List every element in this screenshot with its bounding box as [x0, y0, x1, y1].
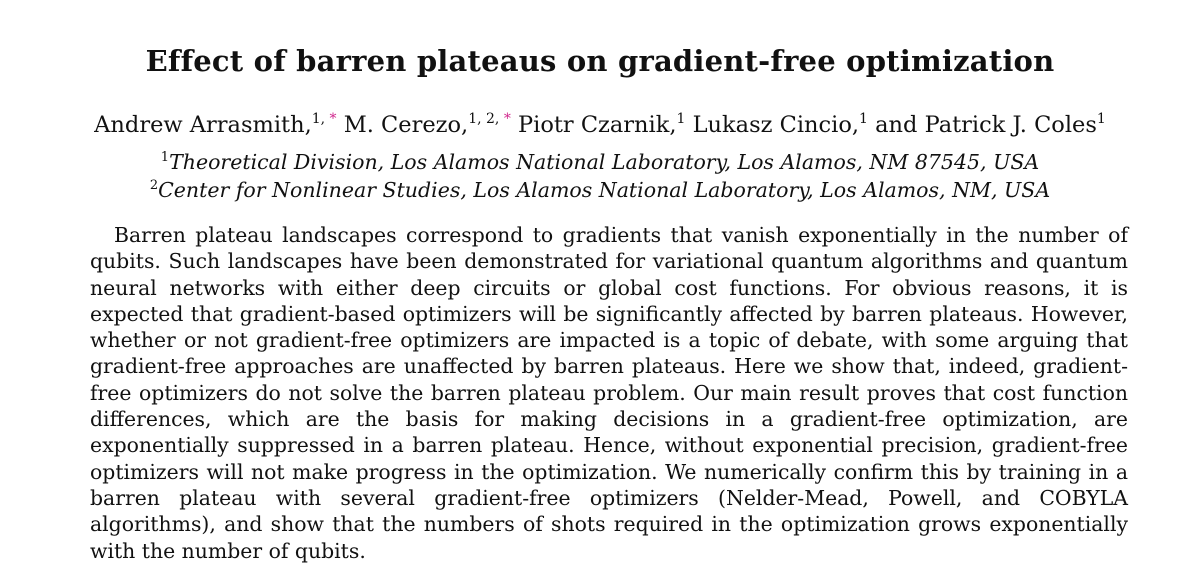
affiliation-1: 1Theoretical Division, Los Alamos Nation… [0, 150, 1200, 174]
author-name: Piotr Czarnik, [517, 112, 677, 138]
abstract: Barren plateau landscapes correspond to … [90, 223, 1128, 563]
author-affil-mark: 1 [1096, 111, 1106, 127]
corresponding-star: * [329, 111, 337, 127]
author: Lukasz Cincio,1 [693, 112, 868, 138]
affiliation-text: Theoretical Division, Los Alamos Nationa… [169, 150, 1040, 174]
paper-title: Effect of barren plateaus on gradient-fr… [145, 44, 1055, 78]
author-affil-mark: 1 [676, 111, 686, 127]
author: M. Cerezo,1, 2, * [344, 112, 511, 138]
author: Piotr Czarnik,1 [518, 112, 685, 138]
corresponding-star: * [503, 111, 511, 127]
author: Andrew Arrasmith,1, * [94, 112, 336, 138]
author-affil-mark: 1, [311, 111, 330, 127]
author-name: and Patrick J. Coles [875, 112, 1097, 138]
affiliation-2: 2Center for Nonlinear Studies, Los Alamo… [0, 178, 1200, 202]
author-name: M. Cerezo, [343, 112, 469, 138]
author-list: Andrew Arrasmith,1, * M. Cerezo,1, 2, * … [0, 112, 1200, 138]
affiliation-text: Center for Nonlinear Studies, Los Alamos… [158, 178, 1051, 202]
affiliation-mark: 1 [160, 150, 170, 165]
affiliation-mark: 2 [149, 178, 159, 193]
author-name: Andrew Arrasmith, [94, 112, 312, 138]
author-affil-mark: 1, 2, [468, 111, 504, 127]
author-name: Lukasz Cincio, [692, 112, 860, 138]
author: and Patrick J. Coles1 [875, 112, 1106, 138]
author-affil-mark: 1 [859, 111, 868, 127]
